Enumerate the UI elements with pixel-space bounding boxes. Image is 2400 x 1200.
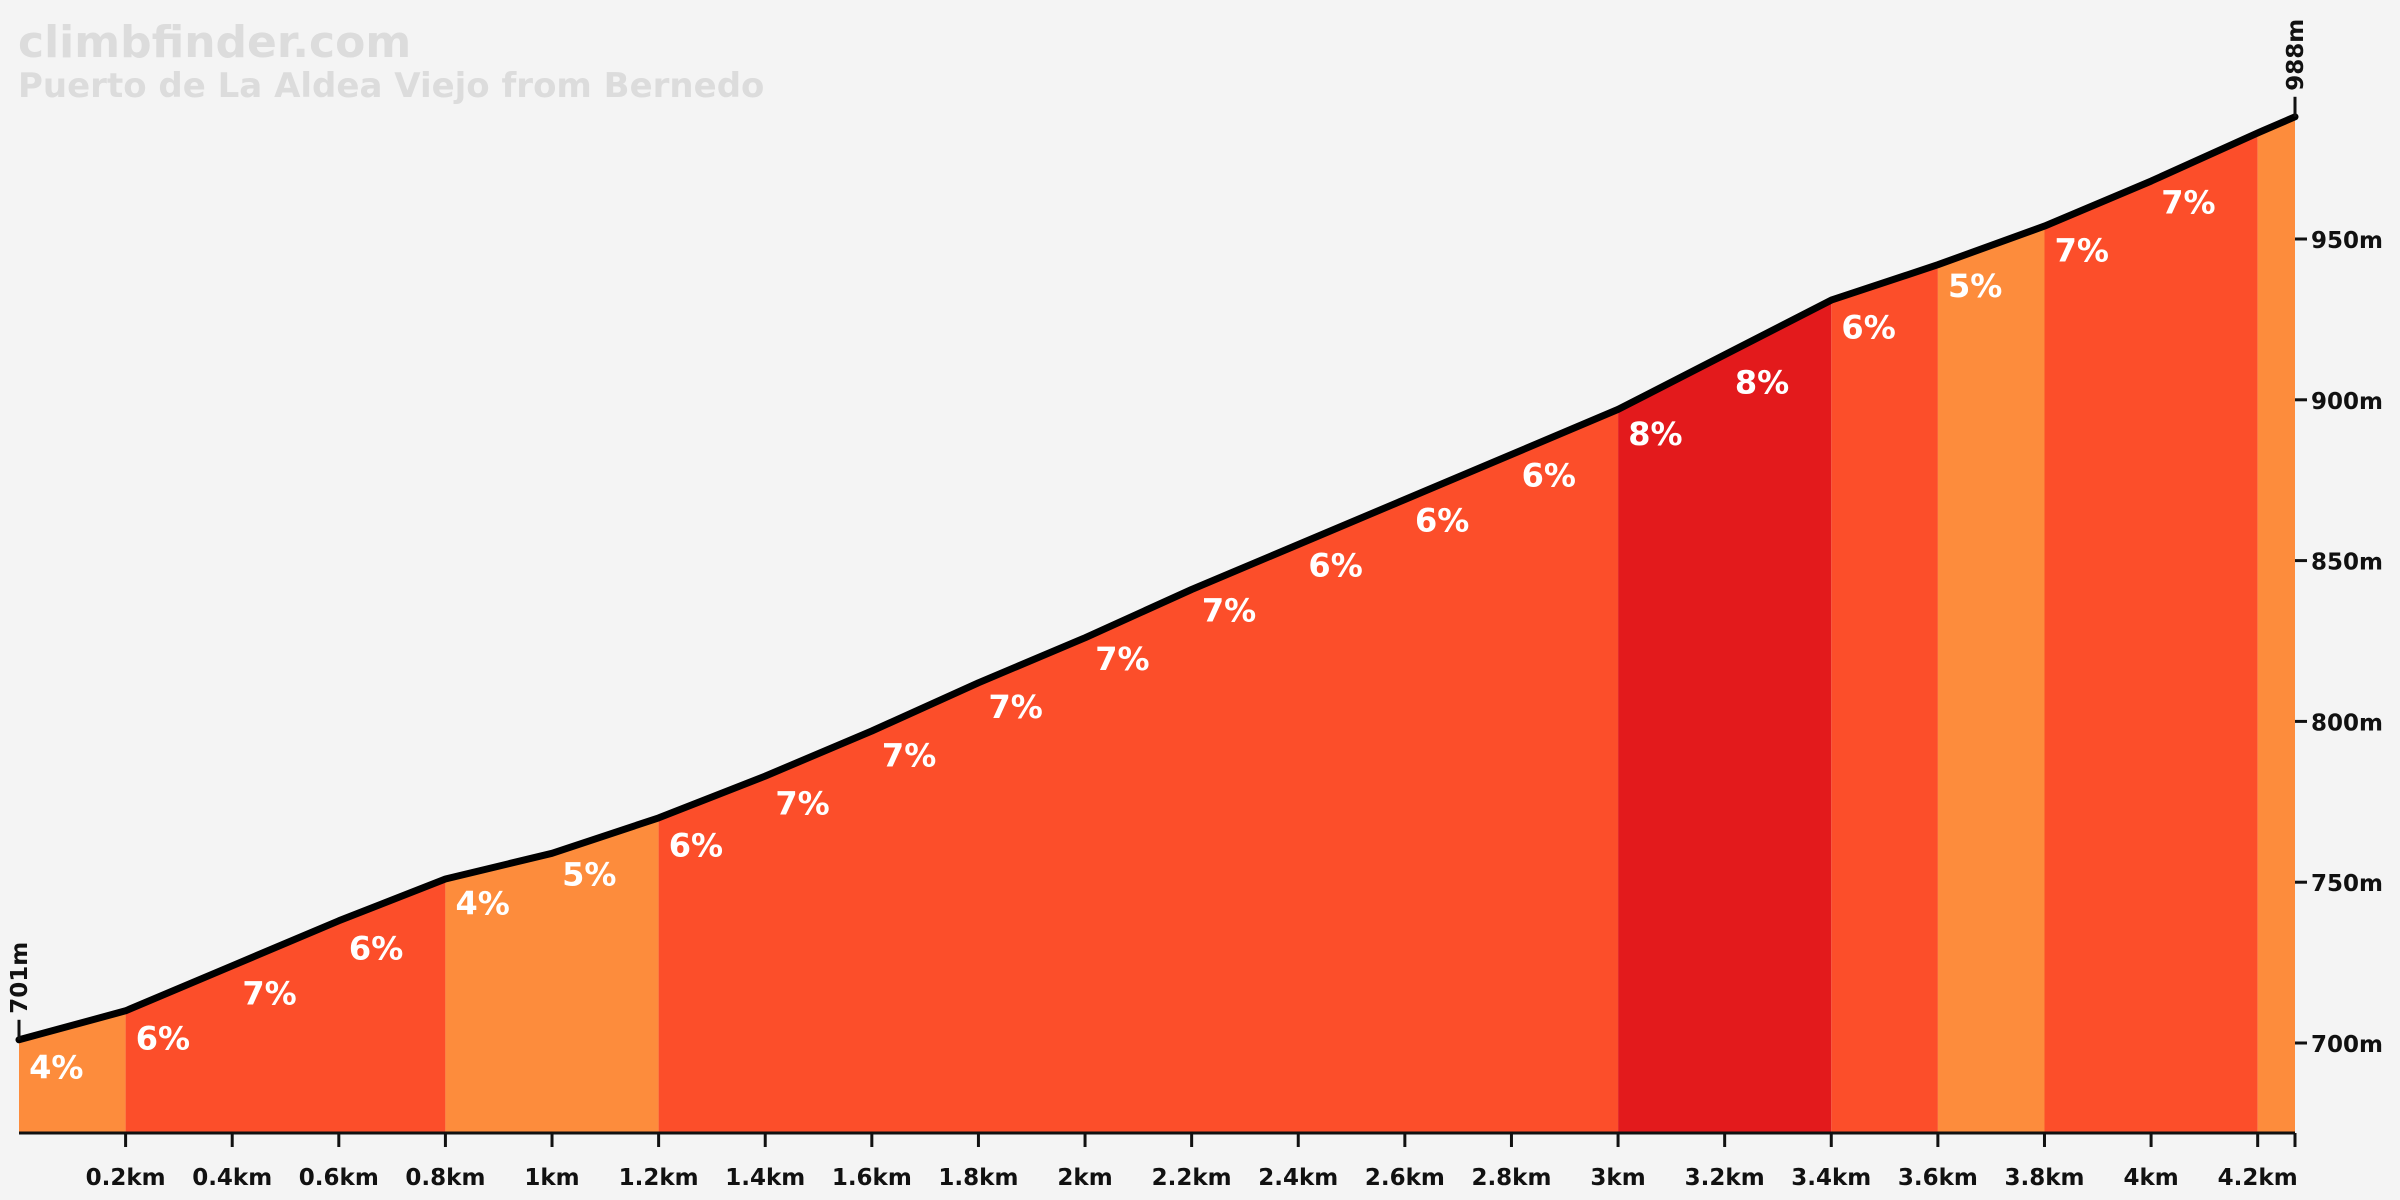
grade-label: 7% <box>2055 232 2109 270</box>
x-tick-label: 4km <box>2123 1165 2178 1191</box>
grade-label: 6% <box>136 1019 190 1057</box>
x-tick-label: 0.4km <box>192 1165 272 1191</box>
y-tick-label: 700m <box>2311 1032 2383 1058</box>
grade-band-6 <box>1831 264 1938 1133</box>
grade-band-9 <box>2257 116 2295 1134</box>
x-tick-label: 2.6km <box>1365 1165 1445 1191</box>
x-tick-label: 1.6km <box>832 1165 912 1191</box>
x-tick-label: 2km <box>1057 1165 1112 1191</box>
y-tick-label: 900m <box>2311 389 2383 415</box>
y-tick-label: 750m <box>2311 871 2383 897</box>
x-axis: 0.2km 0.4km 0.6km 0.8km 1km 1.2km 1.4km 1.6km 1.… <box>19 1131 2298 1191</box>
grade-label: 5% <box>1948 267 2002 305</box>
climb-title: Puerto de La Aldea Viejo from Bernedo <box>18 66 764 106</box>
grade-label: 6% <box>1415 502 1469 540</box>
x-tick-label: 1.4km <box>725 1165 805 1191</box>
y-tick-label: 850m <box>2311 550 2383 576</box>
brand-watermark: climbfinder.com <box>18 17 411 68</box>
grade-label: 7% <box>242 974 296 1012</box>
grade-label: 7% <box>1202 592 1256 630</box>
grade-label: 7% <box>2161 183 2215 221</box>
x-tick-label: 0.2km <box>86 1165 166 1191</box>
grade-label: 7% <box>989 688 1043 726</box>
x-tick-label: 3.8km <box>2004 1165 2084 1191</box>
grade-label: 6% <box>349 929 403 967</box>
elevation-profile <box>15 113 2299 1044</box>
grade-label: 6% <box>669 827 723 865</box>
grade-band-8 <box>2044 132 2258 1133</box>
grade-label: 4% <box>29 1048 83 1086</box>
x-tick-label: 4.2km <box>2218 1165 2298 1191</box>
y-tick-label: 800m <box>2311 710 2383 736</box>
grade-label: 7% <box>775 785 829 823</box>
grade-labels: 4% 6% 7% 6% 4% 5% 6% 7% 7% 7% 7% 7% 6% 6% 6% 8% 8% 6% 5% 7%… <box>29 183 2215 1086</box>
grade-band-3 <box>445 817 659 1133</box>
y-tick-label: 950m <box>2311 228 2383 254</box>
grade-label: 7% <box>882 736 936 774</box>
grade-label: 5% <box>562 855 616 893</box>
x-tick-label: 3.2km <box>1685 1165 1765 1191</box>
grade-band-5 <box>1618 300 1832 1134</box>
x-tick-label: 0.6km <box>299 1165 379 1191</box>
grade-band-7 <box>1937 226 2045 1134</box>
start-elevation-label: 701m <box>7 942 33 1014</box>
x-tick-label: 3.4km <box>1791 1165 1871 1191</box>
x-tick-label: 3km <box>1590 1165 1645 1191</box>
grade-label: 6% <box>1841 309 1895 347</box>
elevation-markers: 701m 988m <box>7 19 2309 1040</box>
grade-label: 4% <box>456 884 510 922</box>
grade-band-1 <box>19 1010 126 1133</box>
grade-label: 8% <box>1628 415 1682 453</box>
grade-band-4 <box>658 409 1619 1133</box>
grade-label: 6% <box>1522 457 1576 495</box>
end-elevation-label: 988m <box>2283 19 2309 91</box>
grade-label: 8% <box>1735 363 1789 401</box>
x-tick-label: 2.8km <box>1471 1165 1551 1191</box>
profile-line <box>15 113 2299 1044</box>
x-tick-label: 0.8km <box>405 1165 485 1191</box>
x-tick-label: 2.4km <box>1258 1165 1338 1191</box>
grade-band-2 <box>125 879 446 1133</box>
x-tick-label: 3.6km <box>1898 1165 1978 1191</box>
grade-label: 7% <box>1095 640 1149 678</box>
x-tick-label: 1.8km <box>938 1165 1018 1191</box>
x-tick-label: 1.2km <box>619 1165 699 1191</box>
grade-label: 6% <box>1308 547 1362 585</box>
grade-bands <box>19 116 2295 1134</box>
y-axis: 700m 750m 800m 850m 900m 950m <box>2295 228 2383 1058</box>
x-tick-label: 2.2km <box>1152 1165 1232 1191</box>
x-tick-label: 1km <box>524 1165 579 1191</box>
